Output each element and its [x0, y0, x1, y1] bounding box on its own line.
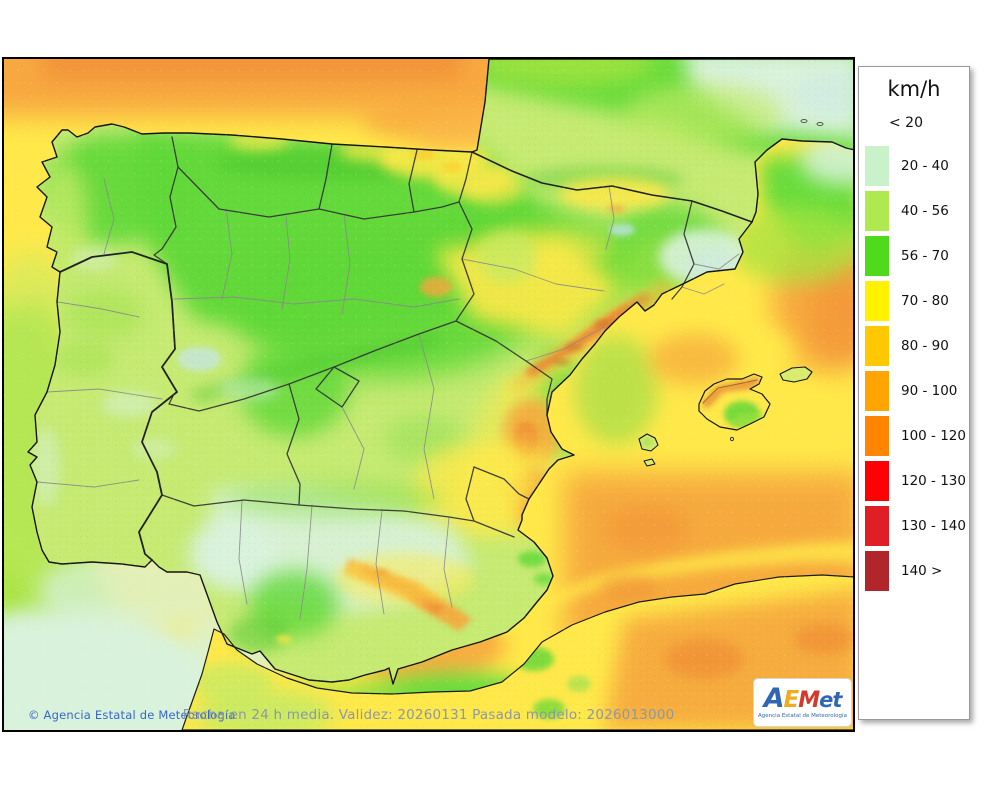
- legend-swatch: [865, 280, 889, 321]
- legend-label: 120 - 130: [901, 472, 966, 489]
- legend-entry: 140 >: [859, 548, 969, 593]
- legend-entry: 56 - 70: [859, 233, 969, 278]
- logo-letter-e: E: [783, 687, 800, 714]
- legend-swatch: [865, 550, 889, 591]
- legend-label: 80 - 90: [901, 337, 949, 354]
- legend-swatch: [865, 415, 889, 456]
- legend-swatch: [865, 505, 889, 546]
- legend-swatch: [865, 370, 889, 411]
- legend-swatch: [865, 235, 889, 276]
- legend-entry: 80 - 90: [859, 323, 969, 368]
- legend-entry: 90 - 100: [859, 368, 969, 413]
- legend-swatch: [865, 460, 889, 501]
- legend-entry-lt20: < 20: [889, 115, 923, 131]
- legend-title: km/h: [887, 77, 941, 101]
- aemet-logo-subtitle: Agencia Estatal de Meteorología: [758, 713, 847, 720]
- legend-rows: 20 - 40 40 - 56 56 - 70 70 - 80 80 - 90 …: [859, 143, 969, 593]
- legend-entry: 120 - 130: [859, 458, 969, 503]
- legend-entry: 70 - 80: [859, 278, 969, 323]
- legend-label: 140 >: [901, 562, 943, 579]
- map-canvas: [4, 59, 853, 730]
- logo-letter-a: A: [763, 683, 785, 715]
- model-run-note: Racha en 24 h media. Validez: 20260131 P…: [182, 707, 675, 723]
- model-grid-dots: [4, 59, 853, 730]
- aemet-logo-wordmark: AEMet: [763, 683, 843, 715]
- aemet-logo: AEMet Agencia Estatal de Meteorología: [753, 678, 852, 727]
- legend-label: 90 - 100: [901, 382, 958, 399]
- legend-entry: 20 - 40: [859, 143, 969, 188]
- wind-speed-legend: km/h < 20 20 - 40 40 - 56 56 - 70 70 - 8…: [858, 66, 970, 720]
- legend-label: 130 - 140: [901, 517, 966, 534]
- legend-swatch: [865, 145, 889, 186]
- legend-swatch: [865, 325, 889, 366]
- logo-letter-m: M: [798, 688, 820, 714]
- legend-entry: 40 - 56: [859, 188, 969, 233]
- legend-label: 40 - 56: [901, 202, 949, 219]
- copyright-note: © Agencia Estatal de Meteorología: [28, 708, 236, 722]
- logo-letter-et: et: [819, 688, 842, 713]
- legend-swatch: [865, 190, 889, 231]
- legend-entry: 130 - 140: [859, 503, 969, 548]
- legend-label: 56 - 70: [901, 247, 949, 264]
- legend-label: 20 - 40: [901, 157, 949, 174]
- legend-entry: 100 - 120: [859, 413, 969, 458]
- legend-label: 70 - 80: [901, 292, 949, 309]
- wind-gust-map: © Agencia Estatal de Meteorología Racha …: [2, 57, 855, 732]
- legend-label: 100 - 120: [901, 427, 966, 444]
